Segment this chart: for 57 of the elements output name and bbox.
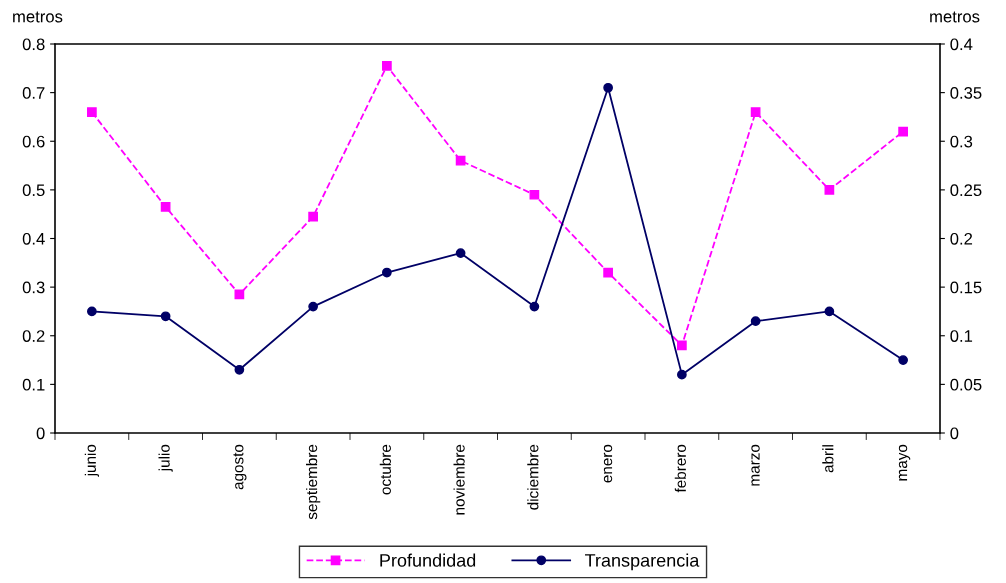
- y2-tick-label: 0.35: [950, 87, 982, 99]
- y-tick-label: 0.1: [22, 378, 45, 391]
- point: [898, 355, 908, 365]
- point: [898, 126, 908, 137]
- point: [308, 301, 318, 312]
- point: [87, 306, 97, 317]
- legend-label: Transparencia: [585, 553, 700, 571]
- point: [603, 267, 613, 278]
- point: [824, 306, 835, 317]
- point: [234, 364, 245, 375]
- point: [455, 248, 466, 258]
- x-tick-label: diciembre: [527, 444, 539, 510]
- y2-tick-label: 0.25: [950, 184, 982, 197]
- point: [529, 189, 540, 200]
- point: [750, 107, 761, 117]
- y2-axis-title: metros: [930, 11, 980, 23]
- y-tick-label: 0.7: [22, 87, 45, 99]
- y2-tick-label: 0.3: [950, 135, 973, 148]
- y2-tick-label: 0.2: [950, 232, 973, 245]
- y-tick-label: 0.8: [22, 38, 45, 51]
- x-tick-label: abril: [822, 445, 834, 473]
- point: [160, 202, 171, 212]
- y-tick-label: 0: [36, 427, 45, 440]
- x-tick-label: junio: [84, 444, 99, 477]
- point: [677, 340, 687, 351]
- y-tick-label: 0.4: [22, 232, 45, 245]
- x-tick-label: noviembre: [453, 444, 465, 515]
- x-tick-label: marzo: [751, 444, 760, 486]
- x-tick-label: enero: [603, 444, 613, 483]
- x-tick-label: mayo: [898, 444, 911, 481]
- point: [603, 82, 613, 93]
- y-axis-title: metros: [13, 11, 63, 23]
- x-tick-label: septiembre: [306, 444, 321, 520]
- point: [529, 301, 540, 312]
- x-tick-label: octubre: [379, 444, 391, 495]
- y-tick-label: 0.6: [22, 135, 45, 148]
- x-tick-label: agosto: [233, 444, 247, 490]
- point: [824, 185, 835, 195]
- x-tick-label: julio: [158, 444, 173, 472]
- point: [382, 61, 392, 71]
- y2-tick-label: 0: [950, 427, 959, 440]
- y2-tick-label: 0.15: [950, 281, 982, 294]
- y-tick-label: 0.2: [22, 330, 45, 342]
- point: [382, 267, 392, 278]
- point: [160, 311, 171, 322]
- point: [677, 369, 687, 380]
- y2-tick-label: 0.1: [950, 330, 973, 342]
- x-tick-label: febrero: [674, 444, 686, 493]
- point: [455, 155, 466, 166]
- y-tick-label: 0.5: [22, 184, 45, 197]
- point: [87, 107, 97, 117]
- point: [750, 316, 761, 327]
- point: [308, 211, 318, 222]
- legend-label: Profundidad: [380, 553, 476, 567]
- y2-tick-label: 0.05: [950, 378, 982, 391]
- y2-tick-label: 0.4: [950, 38, 973, 51]
- y-tick-label: 0.3: [22, 281, 45, 294]
